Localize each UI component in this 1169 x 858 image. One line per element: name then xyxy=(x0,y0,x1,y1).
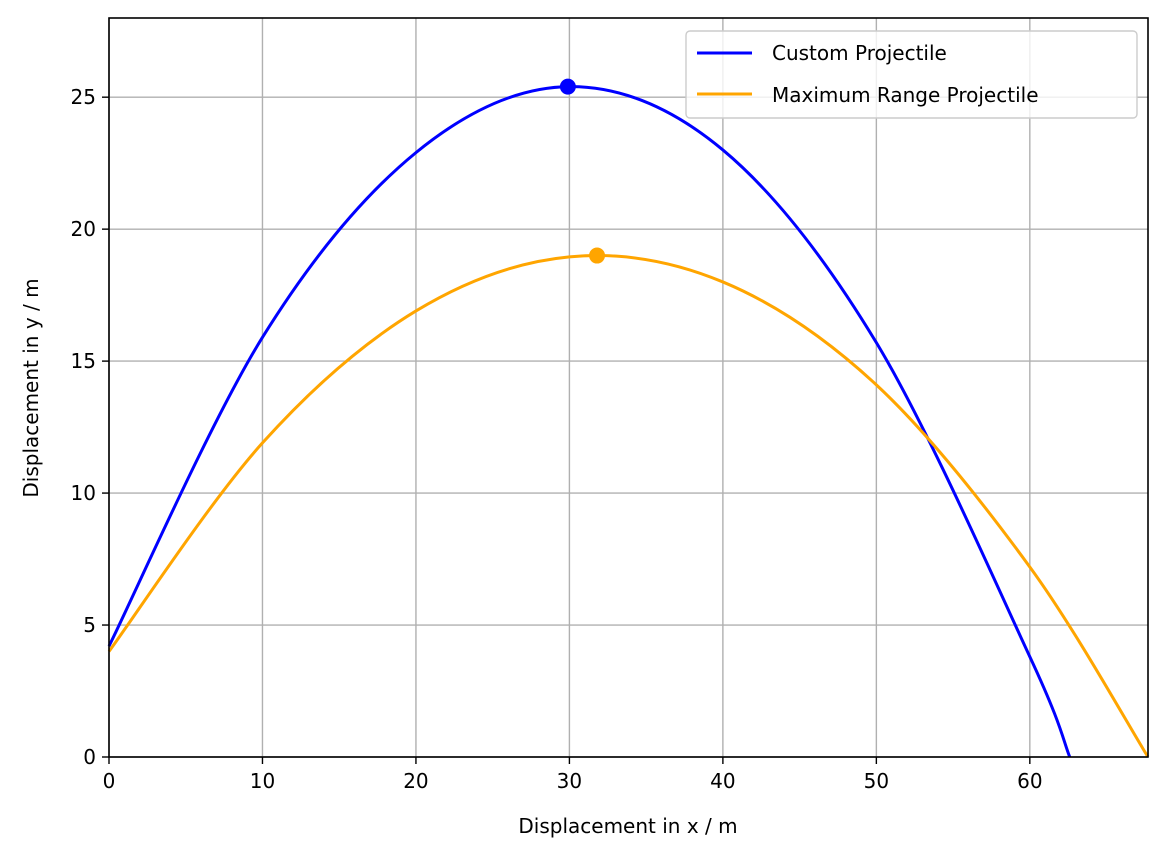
y-tick-label: 0 xyxy=(83,745,96,769)
x-tick-label: 20 xyxy=(403,769,428,793)
legend-label-maxrange: Maximum Range Projectile xyxy=(772,83,1039,107)
y-tick-label: 5 xyxy=(83,613,96,637)
x-tick-label: 30 xyxy=(557,769,582,793)
series-line-custom xyxy=(107,85,1072,758)
x-tick-label: 60 xyxy=(1017,769,1042,793)
y-tick-label: 20 xyxy=(71,217,96,241)
y-tick-label: 10 xyxy=(71,481,96,505)
series-layer xyxy=(107,78,1150,758)
plot-frame xyxy=(108,17,1149,758)
x-tick-label: 10 xyxy=(250,769,275,793)
legend: Custom Projectile Maximum Range Projecti… xyxy=(685,30,1138,119)
apex-marker-custom xyxy=(559,78,576,95)
legend-box xyxy=(685,30,1138,119)
y-axis-label: Displacement in y / m xyxy=(19,278,43,497)
y-tick-label: 25 xyxy=(71,85,96,109)
y-tick-label: 15 xyxy=(71,349,96,373)
x-tick-label: 0 xyxy=(103,769,116,793)
x-axis-label: Displacement in x / m xyxy=(518,814,737,838)
apex-marker-maxrange xyxy=(589,247,606,264)
grid-lines xyxy=(108,18,1148,758)
x-tick-label: 50 xyxy=(864,769,889,793)
x-tick-label: 40 xyxy=(710,769,735,793)
series-line-maxrange xyxy=(107,254,1150,758)
axis-ticks: 0 10 20 30 40 50 60 0 5 10 15 20 25 xyxy=(71,85,1043,793)
legend-label-custom: Custom Projectile xyxy=(772,41,947,65)
